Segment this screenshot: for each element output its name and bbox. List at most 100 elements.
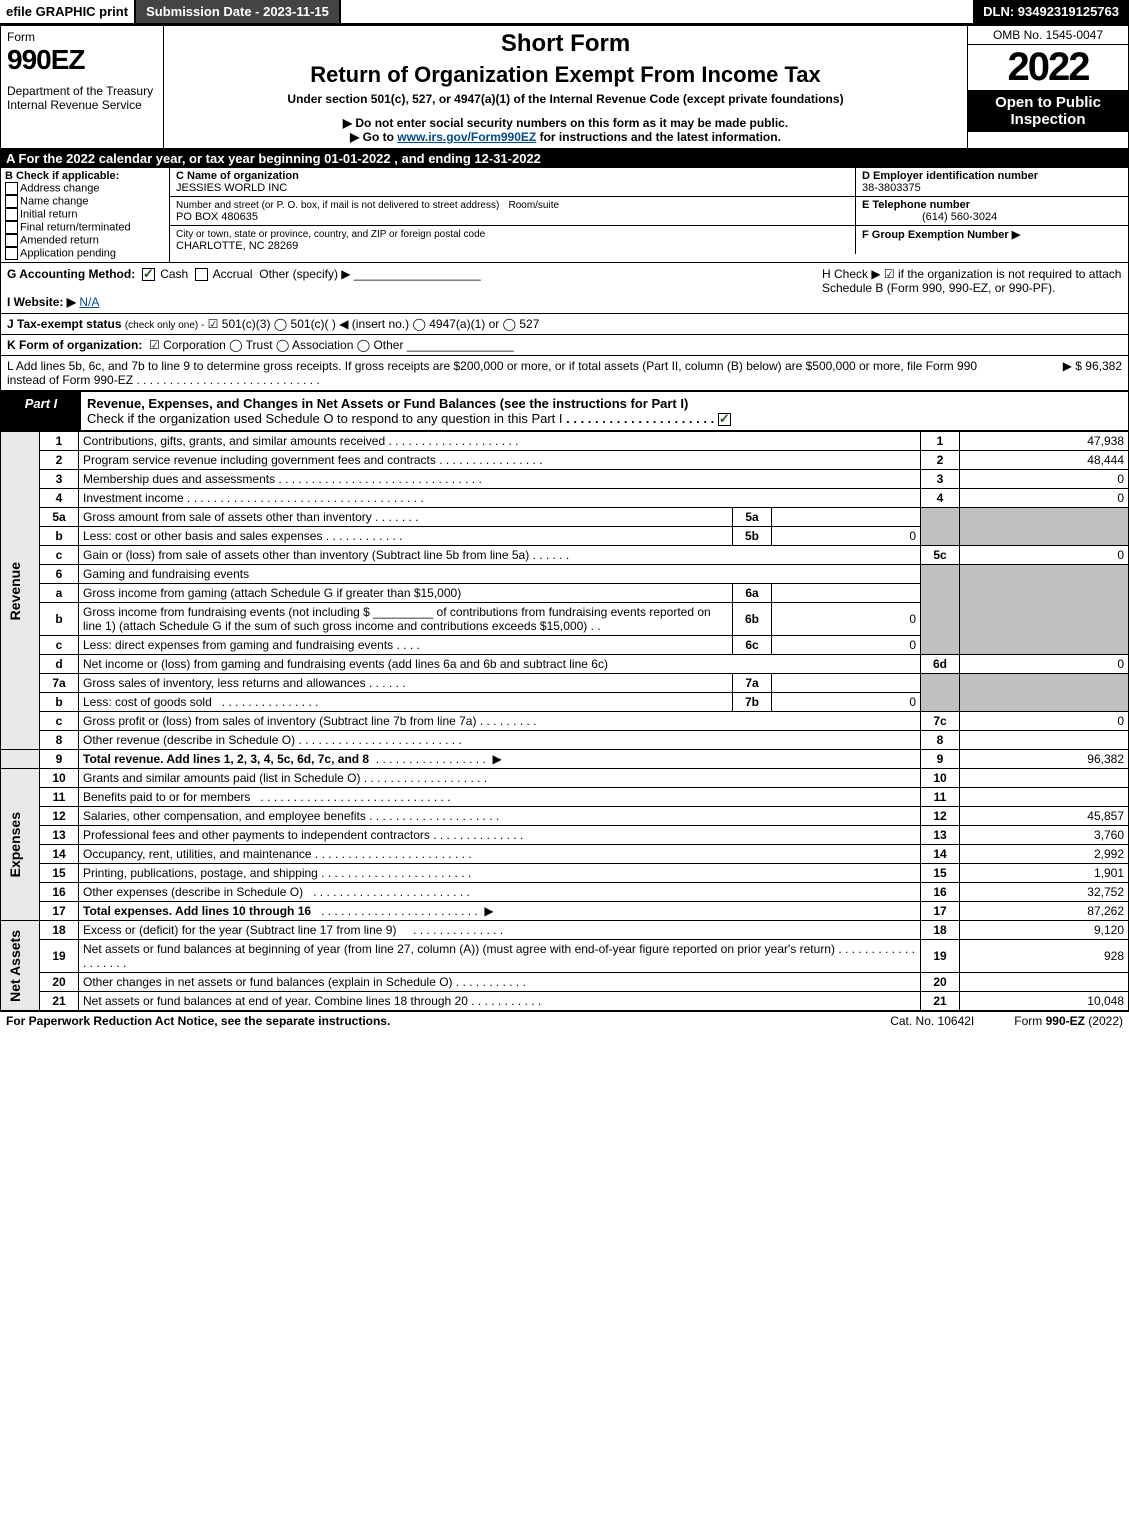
dept-label: Department of the Treasury [7, 84, 157, 98]
section-gh: G Accounting Method: Cash Accrual Other … [0, 263, 1129, 314]
city-value: CHARLOTTE, NC 28269 [176, 240, 298, 252]
section-k: K Form of organization: ☑ Corporation ◯ … [0, 334, 1129, 355]
part-i-table: Revenue 1 Contributions, gifts, grants, … [0, 431, 1129, 1011]
website-value[interactable]: N/A [79, 295, 99, 309]
val-5c: 0 [960, 546, 1129, 565]
val-20 [960, 973, 1129, 992]
part-i-header: Part I Revenue, Expenses, and Changes in… [0, 391, 1129, 431]
form-number: 990EZ [7, 44, 157, 76]
footer-center: Cat. No. 10642I [850, 1014, 1014, 1028]
val-18: 9,120 [960, 921, 1129, 940]
val-3: 0 [960, 470, 1129, 489]
section-cde: C Name of organization JESSIES WORLD INC… [170, 168, 1128, 262]
val-14: 2,992 [960, 845, 1129, 864]
section-b: B Check if applicable: Address change Na… [1, 168, 170, 262]
cb-initial-return[interactable]: Initial return [5, 208, 165, 221]
submission-date: Submission Date - 2023-11-15 [136, 0, 341, 23]
group-exemption-block: F Group Exemption Number ▶ [855, 226, 1128, 254]
val-4: 0 [960, 489, 1129, 508]
footer-left: For Paperwork Reduction Act Notice, see … [6, 1014, 850, 1028]
val-15: 1,901 [960, 864, 1129, 883]
ein-value: 38-3803375 [862, 182, 921, 194]
cb-final-return[interactable]: Final return/terminated [5, 221, 165, 234]
header-right: OMB No. 1545-0047 2022 Open to Public In… [967, 26, 1128, 148]
val-16: 32,752 [960, 883, 1129, 902]
cb-cash[interactable] [142, 268, 155, 281]
addr-label: Number and street (or P. O. box, if mail… [176, 200, 499, 211]
section-a: A For the 2022 calendar year, or tax yea… [0, 149, 1129, 168]
room-label: Room/suite [508, 200, 559, 211]
val-6a [772, 584, 921, 603]
val-9: 96,382 [960, 750, 1129, 769]
section-j: J Tax-exempt status (check only one) - ☑… [0, 314, 1129, 334]
val-21: 10,048 [960, 992, 1129, 1011]
val-10 [960, 769, 1129, 788]
open-inspection: Open to Public Inspection [968, 90, 1128, 132]
part-i-title: Revenue, Expenses, and Changes in Net As… [81, 392, 1128, 430]
val-19: 928 [960, 940, 1129, 973]
subtitle: Under section 501(c), 527, or 4947(a)(1)… [170, 92, 961, 106]
gross-receipts: ▶ $ 96,382 [1002, 359, 1122, 387]
cb-schedule-o[interactable] [718, 413, 731, 426]
phone-value: (614) 560-3024 [862, 211, 997, 223]
footer-right: Form 990-EZ (2022) [1014, 1014, 1123, 1028]
short-form-title: Short Form [170, 30, 961, 58]
org-name: JESSIES WORLD INC [176, 182, 287, 194]
val-6d: 0 [960, 655, 1129, 674]
g-label: G Accounting Method: [7, 267, 135, 281]
city-label: City or town, state or province, country… [176, 229, 485, 240]
cb-address-change[interactable]: Address change [5, 182, 165, 195]
org-name-block: C Name of organization JESSIES WORLD INC [170, 168, 855, 196]
form-header: Form 990EZ Department of the Treasury In… [0, 24, 1129, 149]
omb-number: OMB No. 1545-0047 [968, 26, 1128, 45]
phone-label: E Telephone number [862, 199, 970, 211]
netassets-label: Net Assets [5, 926, 25, 1006]
phone-block: E Telephone number (614) 560-3024 [855, 197, 1128, 225]
return-title: Return of Organization Exempt From Incom… [170, 62, 961, 88]
addr-block: Number and street (or P. O. box, if mail… [170, 197, 855, 225]
ein-label: D Employer identification number [862, 170, 1038, 182]
note-goto: ▶ Go to www.irs.gov/Form990EZ for instru… [170, 130, 961, 144]
cb-application-pending[interactable]: Application pending [5, 247, 165, 260]
dln-number: DLN: 93492319125763 [973, 0, 1129, 23]
cb-name-change[interactable]: Name change [5, 195, 165, 208]
note-ssn: ▶ Do not enter social security numbers o… [170, 116, 961, 130]
page-footer: For Paperwork Reduction Act Notice, see … [0, 1011, 1129, 1030]
val-1: 47,938 [960, 432, 1129, 451]
cb-amended-return[interactable]: Amended return [5, 234, 165, 247]
expenses-label: Expenses [5, 808, 25, 881]
i-label: I Website: ▶ [7, 295, 76, 309]
info-block: B Check if applicable: Address change Na… [0, 168, 1129, 263]
irs-link[interactable]: www.irs.gov/Form990EZ [397, 130, 536, 144]
val-12: 45,857 [960, 807, 1129, 826]
city-block: City or town, state or province, country… [170, 226, 855, 254]
cb-accrual[interactable] [195, 268, 208, 281]
header-center: Short Form Return of Organization Exempt… [164, 26, 967, 148]
section-b-label: B Check if applicable: [5, 170, 165, 182]
revenue-label: Revenue [5, 558, 25, 624]
val-13: 3,760 [960, 826, 1129, 845]
val-6c: 0 [772, 636, 921, 655]
val-6b: 0 [772, 603, 921, 636]
val-5a [772, 508, 921, 527]
val-2: 48,444 [960, 451, 1129, 470]
form-label: Form [7, 30, 157, 44]
val-11 [960, 788, 1129, 807]
val-7a [772, 674, 921, 693]
tax-year: 2022 [968, 45, 1128, 90]
val-8 [960, 731, 1129, 750]
section-l: L Add lines 5b, 6c, and 7b to line 9 to … [0, 355, 1129, 391]
ein-block: D Employer identification number 38-3803… [855, 168, 1128, 196]
irs-label: Internal Revenue Service [7, 98, 157, 112]
addr-value: PO BOX 480635 [176, 211, 258, 223]
efile-label[interactable]: efile GRAPHIC print [0, 0, 136, 23]
group-exemption-label: F Group Exemption Number ▶ [862, 229, 1020, 241]
name-label: C Name of organization [176, 170, 299, 182]
val-17: 87,262 [960, 902, 1129, 921]
part-i-label: Part I [1, 392, 81, 430]
top-bar: efile GRAPHIC print Submission Date - 20… [0, 0, 1129, 24]
val-7c: 0 [960, 712, 1129, 731]
val-5b: 0 [772, 527, 921, 546]
section-h: H Check ▶ ☑ if the organization is not r… [812, 267, 1122, 309]
val-7b: 0 [772, 693, 921, 712]
